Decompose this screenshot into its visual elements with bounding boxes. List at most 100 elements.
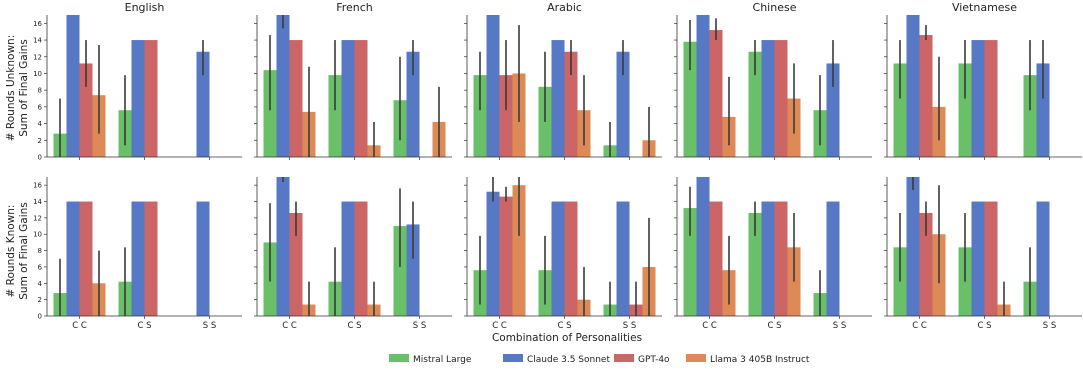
y-tick-label: 10 <box>33 70 42 78</box>
legend-label-mistral: Mistral Large <box>413 355 472 365</box>
y-tick-label: 16 <box>33 182 42 190</box>
x-tick-label: C C <box>282 321 297 331</box>
bar-claude-3-5-sonnet-SS <box>826 201 840 316</box>
bar-claude-3-5-sonnet-SS <box>616 201 630 316</box>
bar-mistral-large-SS <box>393 226 407 316</box>
panel-english-unknown: English 0 2 4 6 8 10 12 14 16 <box>33 1 242 162</box>
bar-claude-3-5-sonnet-CS <box>551 201 565 316</box>
bar-claude-3-5-sonnet-SS <box>406 51 420 157</box>
x-tick-label: S S <box>413 321 427 331</box>
x-tick-label: C S <box>977 321 991 331</box>
y-tick-label: 2 <box>38 296 42 304</box>
bar-claude-3-5-sonnet-CC <box>66 201 80 316</box>
bar-claude-3-5-sonnet-SS <box>406 224 420 316</box>
bar-claude-3-5-sonnet-SS <box>1036 63 1050 158</box>
bar-mistral-large-CS <box>958 63 972 158</box>
bar-claude-3-5-sonnet-SS <box>196 201 210 316</box>
bar-claude-3-5-sonnet-CC <box>66 15 80 157</box>
bar-gpt-4o-CS <box>774 201 788 316</box>
x-tick-label: S S <box>203 321 217 331</box>
panel-title-vietnamese: Vietnamese <box>952 1 1017 14</box>
x-tick-label: C C <box>702 321 717 331</box>
legend-swatch-mistral <box>389 354 409 362</box>
x-tick-label: S S <box>623 321 637 331</box>
bar-mistral-large-CC <box>473 75 487 157</box>
y-tick-label: 10 <box>33 231 42 239</box>
x-tick-label: C S <box>557 321 571 331</box>
bar-claude-3-5-sonnet-CC <box>486 15 500 157</box>
legend-swatch-claude <box>503 354 523 362</box>
y-axis-label-bottom-line1: # Rounds Known: <box>5 205 17 298</box>
legend-swatch-gpt4o <box>614 354 634 362</box>
panel-title-french: French <box>336 1 373 14</box>
legend: Mistral Large Claude 3.5 Sonnet GPT-4o L… <box>389 354 810 365</box>
y-tick-label: 0 <box>38 154 42 162</box>
y-tick-label: 4 <box>38 280 43 288</box>
bar-mistral-large-CS <box>328 75 342 157</box>
bar-claude-3-5-sonnet-SS <box>1036 201 1050 316</box>
y-axis-label-top-line2: Sum of Final Gains <box>18 39 30 137</box>
bar-gpt-4o-CS <box>564 201 578 316</box>
bar-claude-3-5-sonnet-CS <box>971 201 985 316</box>
panel-chinese-unknown: Chinese <box>674 1 872 160</box>
bar-claude-3-5-sonnet-CS <box>761 201 775 316</box>
y-tick-label: 6 <box>38 263 43 271</box>
x-tick-label: C C <box>72 321 87 331</box>
legend-label-gpt4o: GPT-4o <box>638 355 670 365</box>
panel-title-arabic: Arabic <box>547 1 582 14</box>
bar-claude-3-5-sonnet-SS <box>826 63 840 158</box>
bar-mistral-large-CC <box>263 70 277 157</box>
y-tick-label: 8 <box>38 87 42 95</box>
panel-french-unknown: French <box>254 1 452 160</box>
bar-mistral-large-CC <box>893 63 907 158</box>
panel-title-chinese: Chinese <box>753 1 797 14</box>
bar-claude-3-5-sonnet-CC <box>696 15 710 157</box>
bar-claude-3-5-sonnet-CS <box>551 40 565 158</box>
panels-layer: English 0 2 4 6 8 10 12 14 16 French Arabic Chinese V… <box>33 1 1082 331</box>
bar-claude-3-5-sonnet-CC <box>276 15 290 157</box>
y-tick-label: 14 <box>33 37 42 45</box>
x-tick-label: C C <box>492 321 507 331</box>
y-tick-label: 12 <box>33 214 42 222</box>
bar-gpt-4o-CS <box>144 201 158 316</box>
bar-claude-3-5-sonnet-CC <box>906 15 920 157</box>
y-tick-label: 2 <box>38 137 42 145</box>
bar-gpt-4o-CC <box>709 30 723 157</box>
y-tick-label: 8 <box>38 247 42 255</box>
bar-gpt-4o-CS <box>774 40 788 158</box>
y-tick-label: 16 <box>33 20 42 28</box>
y-tick-label: 12 <box>33 53 42 61</box>
bar-mistral-large-SS <box>1023 75 1037 157</box>
bar-claude-3-5-sonnet-CS <box>131 201 145 316</box>
y-tick-label: 4 <box>38 120 43 128</box>
bar-gpt-4o-CC <box>919 212 933 316</box>
x-tick-label: S S <box>833 321 847 331</box>
panel-title-english: English <box>125 1 165 14</box>
bar-gpt-4o-CC <box>289 40 303 158</box>
bar-mistral-large-CS <box>748 212 762 316</box>
bar-claude-3-5-sonnet-SS <box>196 51 210 157</box>
bar-claude-3-5-sonnet-CS <box>971 40 985 158</box>
y-tick-label: 6 <box>38 103 43 111</box>
x-tick-label: C C <box>912 321 927 331</box>
bar-gpt-4o-CS <box>564 51 578 157</box>
bar-gpt-4o-CS <box>354 40 368 158</box>
bar-claude-3-5-sonnet-CC <box>696 177 710 316</box>
legend-swatch-llama <box>686 354 706 362</box>
bar-gpt-4o-CC <box>79 201 93 316</box>
bar-mistral-large-CC <box>683 208 697 316</box>
bar-claude-3-5-sonnet-CS <box>761 40 775 158</box>
x-tick-label: S S <box>1043 321 1057 331</box>
y-axis-label-bottom-line2: Sum of Final Gains <box>18 202 30 300</box>
panel-english-known: 0 2 4 6 8 10 12 14 16 C C C S S S <box>33 177 242 331</box>
bar-claude-3-5-sonnet-CS <box>341 40 355 158</box>
bar-mistral-large-CC <box>683 41 697 158</box>
bar-gpt-4o-CC <box>79 63 93 158</box>
bar-mistral-large-CS <box>748 51 762 157</box>
panel-vietnamese-unknown: Vietnamese <box>884 1 1082 160</box>
